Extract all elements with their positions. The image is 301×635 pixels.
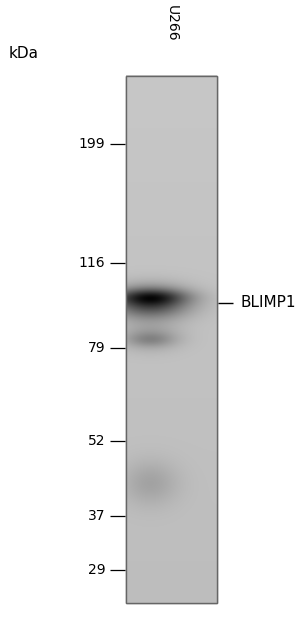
Text: 199: 199 — [79, 137, 105, 150]
Text: U266: U266 — [165, 4, 178, 41]
Bar — [126, 76, 217, 603]
Text: 116: 116 — [79, 257, 105, 271]
Text: 29: 29 — [88, 563, 105, 577]
Text: 52: 52 — [88, 434, 105, 448]
Bar — [126, 76, 217, 603]
Text: 37: 37 — [88, 509, 105, 523]
Text: BLIMP1: BLIMP1 — [241, 295, 296, 311]
Text: kDa: kDa — [9, 46, 39, 62]
Text: 79: 79 — [88, 342, 105, 356]
